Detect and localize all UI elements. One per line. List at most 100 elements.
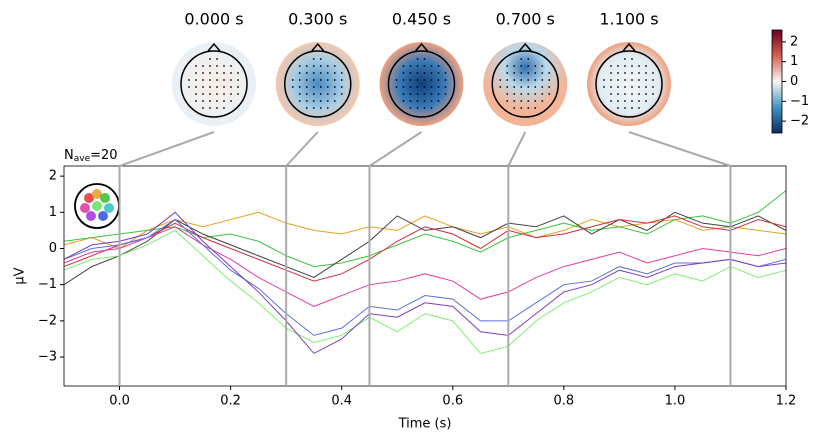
- y-tick-label: −2: [38, 313, 57, 328]
- connector: [628, 131, 731, 167]
- electrode: [409, 79, 412, 81]
- electrode: [202, 100, 204, 102]
- electrode: [513, 107, 516, 109]
- electrode: [223, 65, 225, 67]
- x-tick-label: 0.4: [331, 394, 352, 409]
- electrode: [548, 86, 551, 88]
- electrode: [340, 93, 343, 95]
- electrode: [631, 93, 633, 95]
- electrode: [202, 65, 204, 67]
- electrode: [312, 107, 315, 109]
- electrode: [423, 65, 426, 67]
- colorbar-tick-label: 2: [790, 34, 798, 49]
- electrode: [202, 72, 204, 74]
- y-tick-label: 1: [49, 205, 57, 220]
- electrode: [209, 58, 211, 60]
- electrode: [638, 65, 640, 67]
- electrode: [638, 79, 640, 81]
- electrode: [624, 86, 626, 88]
- electrode: [541, 79, 544, 81]
- electrode: [652, 93, 654, 95]
- electrode: [209, 72, 211, 74]
- electrode: [444, 86, 447, 88]
- trace: [64, 215, 786, 282]
- electrode: [409, 100, 412, 102]
- electrode: [430, 72, 433, 74]
- electrode: [188, 79, 190, 81]
- electrode: [409, 72, 412, 74]
- electrode: [520, 65, 523, 67]
- electrode: [631, 58, 633, 60]
- electrode: [437, 100, 440, 102]
- electrode: [305, 65, 308, 67]
- electrode: [298, 93, 301, 95]
- electrode: [409, 107, 412, 109]
- electrode: [402, 93, 405, 95]
- electrode: [402, 65, 405, 67]
- electrode: [395, 86, 398, 88]
- electrode: [195, 100, 197, 102]
- electrode: [333, 72, 336, 74]
- electrode: [326, 93, 329, 95]
- electrode: [645, 65, 647, 67]
- electrode: [520, 72, 523, 74]
- electrode: [340, 72, 343, 74]
- head-outline: [180, 50, 248, 118]
- electrode: [188, 86, 190, 88]
- electrode: [527, 65, 530, 67]
- electrode: [298, 72, 301, 74]
- electrode: [437, 86, 440, 88]
- electrode: [617, 72, 619, 74]
- electrode: [409, 65, 412, 67]
- electrode: [513, 72, 516, 74]
- electrode: [499, 79, 502, 81]
- electrode: [340, 86, 343, 88]
- electrode: [520, 93, 523, 95]
- electrode: [202, 107, 204, 109]
- electrode: [416, 107, 419, 109]
- electrode: [513, 86, 516, 88]
- electrode: [437, 79, 440, 81]
- sensor-dot: [92, 201, 102, 211]
- electrode: [638, 93, 640, 95]
- sensor-dot: [80, 203, 90, 213]
- trace: [64, 226, 786, 307]
- nose: [518, 42, 532, 52]
- electrode: [416, 100, 419, 102]
- electrode: [326, 65, 329, 67]
- electrode: [237, 79, 239, 81]
- electrode: [548, 93, 551, 95]
- electrode: [624, 72, 626, 74]
- colorbar-tick-label: 0: [790, 74, 798, 89]
- electrode: [202, 79, 204, 81]
- electrode: [624, 58, 626, 60]
- electrode: [513, 93, 516, 95]
- electrode: [223, 79, 225, 81]
- electrode: [195, 86, 197, 88]
- electrode: [216, 100, 218, 102]
- electrode: [312, 93, 315, 95]
- x-axis-label: Time (s): [398, 417, 452, 432]
- connector: [368, 131, 423, 167]
- nose: [311, 42, 325, 52]
- electrode: [333, 65, 336, 67]
- electrode: [319, 65, 322, 67]
- electrode: [223, 72, 225, 74]
- y-tick-label: −3: [38, 350, 57, 365]
- sensor-dot: [100, 193, 110, 203]
- electrode: [209, 107, 211, 109]
- electrode: [305, 86, 308, 88]
- electrode: [617, 65, 619, 67]
- electrode: [430, 107, 433, 109]
- electrode: [305, 93, 308, 95]
- electrode: [631, 72, 633, 74]
- y-tick-label: −1: [38, 277, 57, 292]
- electrode: [506, 72, 509, 74]
- electrode: [416, 86, 419, 88]
- electrode: [237, 86, 239, 88]
- electrode: [402, 100, 405, 102]
- plot-frame: [63, 165, 787, 387]
- colorbar-tick-label: 1: [790, 54, 798, 69]
- y-tick-label: 2: [49, 169, 57, 184]
- electrode: [430, 93, 433, 95]
